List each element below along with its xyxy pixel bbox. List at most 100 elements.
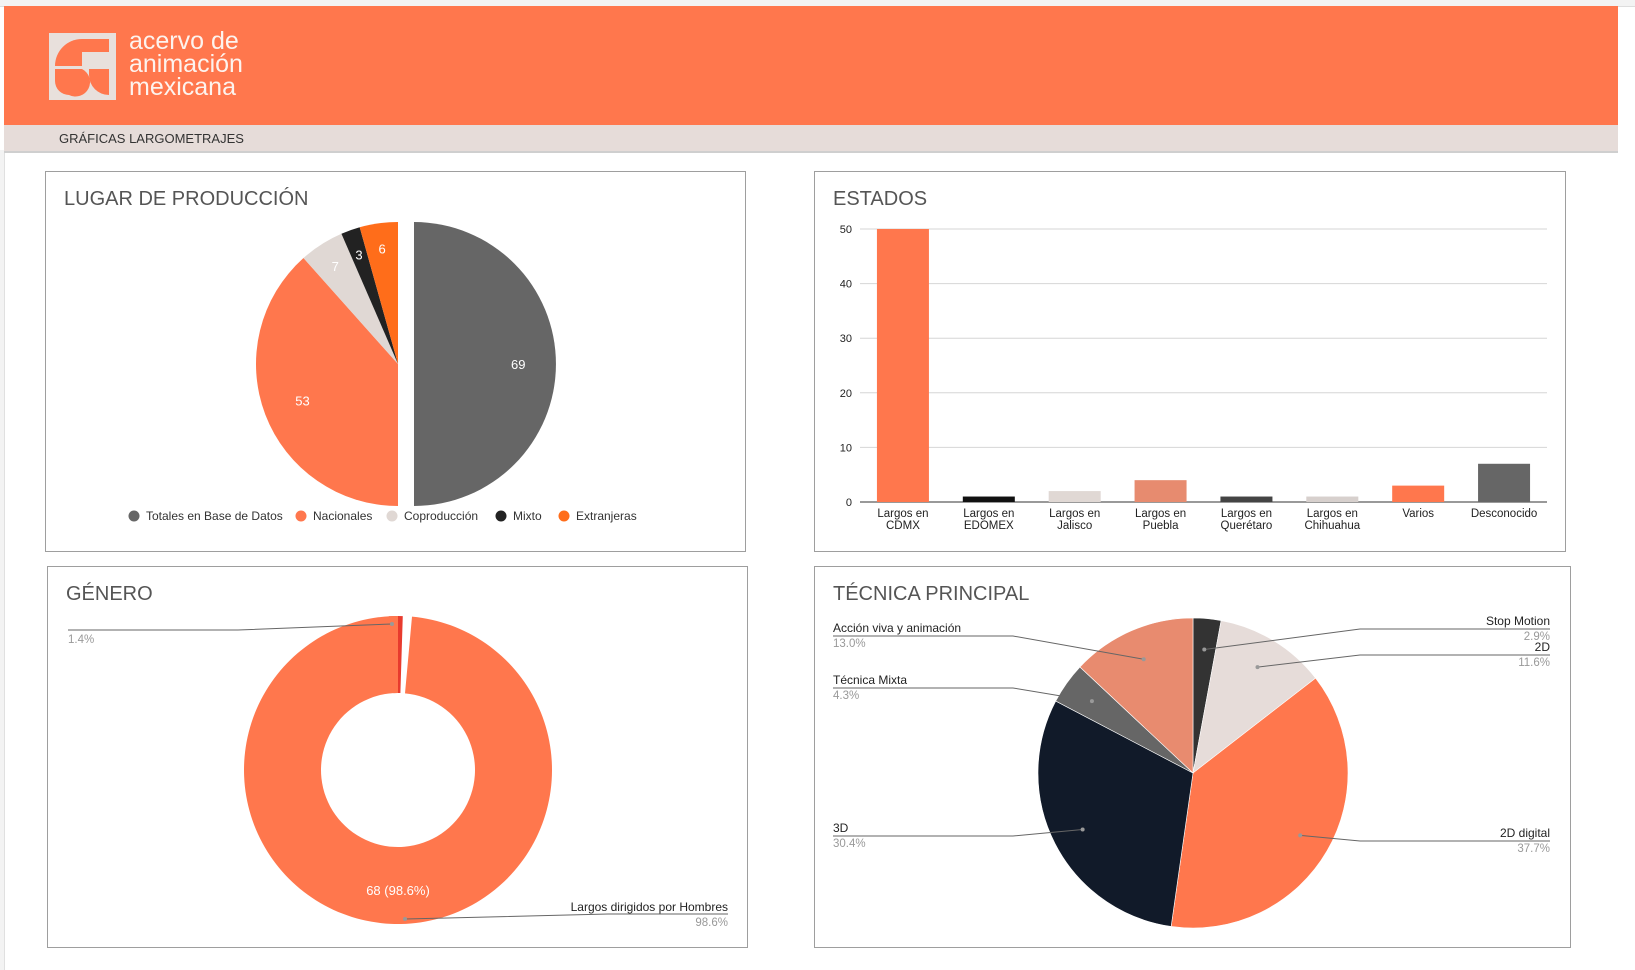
legend-swatch	[386, 510, 398, 522]
chart-card-lugar: LUGAR DE PRODUCCIÓN 69 53 7 3 6 Totales en Ba…	[45, 171, 746, 552]
callout-dot	[390, 622, 394, 626]
pie-slice	[359, 222, 398, 364]
y-tick-label: 0	[846, 497, 852, 509]
callout-dot	[1089, 699, 1094, 704]
slice-value-label: 53	[295, 393, 309, 408]
donut-chart-genero: 68 (98.6%) 1.4% Largos dirigidos por Hombr…	[68, 616, 728, 929]
callout-label: 2D digital	[1500, 826, 1550, 840]
x-tick-label: Puebla	[1143, 520, 1179, 532]
y-tick-label: 50	[840, 224, 852, 236]
slice-value-label: 6	[379, 242, 386, 257]
callout-label: 2D	[1535, 640, 1551, 654]
callout-percent: 11.6%	[1518, 657, 1550, 669]
callout-label: 3D	[833, 821, 849, 835]
pie-slice	[1079, 617, 1194, 774]
slice-value-label: 7	[332, 259, 339, 274]
legend-label: Nacionales	[313, 509, 372, 523]
callout-percent: 2.9%	[1524, 631, 1550, 643]
legend-label: Extranjeras	[576, 509, 637, 523]
legend-label: Mixto	[513, 509, 542, 523]
bar	[1478, 463, 1531, 502]
callout-dot	[1080, 827, 1085, 832]
chart-card-estados: ESTADOS 0 10 20 30 40 50 Largos en CDMX Largos e…	[814, 171, 1566, 552]
callout-line	[1300, 834, 1550, 842]
callout-percent: 4.3%	[833, 690, 859, 702]
brand-line: animación	[129, 50, 243, 78]
bar	[962, 496, 1015, 502]
chart-title: GÉNERO	[66, 583, 153, 605]
pie-slice	[256, 258, 398, 506]
callout-line	[1257, 654, 1550, 668]
brand-name: acervo de animación mexicana	[129, 27, 243, 101]
x-tick-label: EDOMEX	[964, 520, 1014, 532]
x-tick-label: Jalisco	[1057, 520, 1092, 532]
legend-swatch	[495, 510, 507, 522]
chart-card-tecnica: TÉCNICA PRINCIPAL Stop Motion 2.9% 2D 11.6%…	[814, 566, 1571, 948]
slice-value-label: 69	[511, 357, 525, 372]
callout-line	[833, 829, 1083, 837]
x-tick-label: Querétaro	[1221, 520, 1273, 532]
x-tick-label: Largos en	[1221, 508, 1272, 520]
bar	[876, 229, 929, 502]
chart-card-genero: GÉNERO 68 (98.6%) 1.4% Largos dirigidos po…	[47, 566, 748, 948]
x-tick-label: Largos en	[1049, 508, 1100, 520]
logo-icon	[49, 33, 116, 100]
callout-dot	[1255, 665, 1260, 670]
x-tick-label: Largos en	[1135, 508, 1186, 520]
y-tick-label: 10	[840, 442, 852, 454]
callout-percent: 13.0%	[833, 638, 866, 650]
x-tick-label: Desconocido	[1471, 508, 1537, 520]
x-tick-label: Largos en	[963, 508, 1014, 520]
pie-chart-lugar: 69 53 7 3 6 Totales en Base de Datos Nacionale…	[128, 222, 637, 523]
callout-line	[404, 913, 728, 920]
callout-label: Técnica Mixta	[833, 673, 907, 687]
y-tick-label: 30	[840, 333, 852, 345]
slice-value-label: 68 (98.6%)	[366, 883, 430, 898]
x-tick-label: Largos en	[877, 508, 928, 520]
slice-value-label: 3	[355, 247, 362, 262]
donut-slice	[243, 616, 552, 924]
pie-slice	[341, 227, 398, 364]
pie-slice	[414, 222, 556, 506]
chart-title: TÉCNICA PRINCIPAL	[833, 583, 1030, 605]
callout-label: Stop Motion	[1486, 614, 1550, 628]
bar	[1392, 485, 1445, 502]
pie-slice	[303, 233, 398, 364]
pie-slice	[1170, 677, 1349, 929]
chart-title: LUGAR DE PRODUCCIÓN	[64, 188, 309, 210]
sheet-subheader: GRÁFICAS LARGOMETRAJES	[4, 125, 1618, 153]
spreadsheet-row-header	[0, 150, 5, 970]
x-tick-label: Varios	[1402, 508, 1434, 520]
legend-swatch	[558, 510, 570, 522]
header-banner: acervo de animación mexicana	[4, 6, 1618, 125]
chart-title: ESTADOS	[833, 188, 928, 210]
legend-label: Totales en Base de Datos	[146, 509, 283, 523]
legend-swatch	[128, 510, 140, 522]
brand-line: mexicana	[129, 73, 236, 101]
callout-percent: 30.4%	[833, 838, 866, 850]
bar	[1220, 496, 1273, 502]
callout-dot	[403, 917, 407, 921]
legend-swatch	[295, 510, 307, 522]
x-tick-label: Largos en	[1307, 508, 1358, 520]
callout-percent: 1.4%	[68, 634, 94, 646]
brand-line: acervo de	[129, 27, 239, 55]
subheader-title: GRÁFICAS LARGOMETRAJES	[59, 131, 244, 146]
callout-line	[1204, 628, 1550, 651]
callout-dot	[1141, 657, 1146, 662]
callout-line	[833, 635, 1144, 660]
bar	[1306, 496, 1359, 502]
bar	[1134, 480, 1187, 502]
callout-line	[833, 687, 1093, 702]
x-tick-label: Chihuahua	[1304, 520, 1360, 532]
legend-label: Coproducción	[404, 509, 478, 523]
callout-percent: 37.7%	[1517, 843, 1550, 855]
callout-line	[68, 623, 393, 631]
bar	[1048, 491, 1101, 502]
y-tick-label: 20	[840, 388, 852, 400]
pie-chart-tecnica: Stop Motion 2.9%2D 11.6% 2D digital 37.7% 3D 3…	[833, 614, 1551, 929]
callout-label: Acción viva y animación	[833, 621, 961, 635]
y-tick-label: 40	[840, 279, 852, 291]
callout-dot	[1202, 647, 1207, 652]
